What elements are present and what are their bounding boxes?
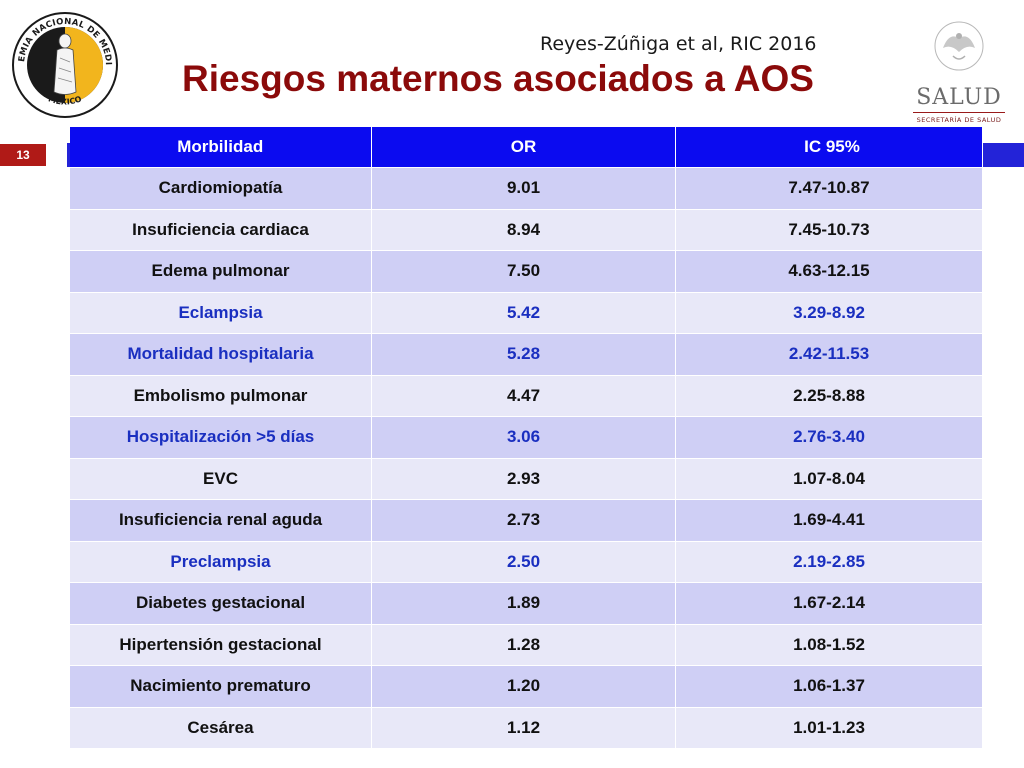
cell-or: 4.47 <box>371 374 676 417</box>
cell-ic: 1.01-1.23 <box>675 706 983 749</box>
table-row: Preclampsia 2.50 2.19-2.85 <box>69 540 983 583</box>
cell-morbilidad: Embolismo pulmonar <box>69 374 372 417</box>
cell-or: 2.50 <box>371 540 676 583</box>
salud-logo: SALUD SECRETARÍA DE SALUD <box>906 12 1012 132</box>
cell-morbilidad: Insuficiencia cardiaca <box>69 208 372 251</box>
cell-morbilidad: Nacimiento prematuro <box>69 665 372 708</box>
cell-or: 1.28 <box>371 623 676 666</box>
table-row: Diabetes gestacional 1.89 1.67-2.14 <box>69 582 983 625</box>
cell-ic: 2.25-8.88 <box>675 374 983 417</box>
cell-or: 5.28 <box>371 333 676 376</box>
academia-seal-logo: ACADEMIA NACIONAL DE MEDICINA MÉXICO <box>10 10 120 120</box>
cell-ic: 3.29-8.92 <box>675 291 983 334</box>
cell-morbilidad: Eclampsia <box>69 291 372 334</box>
cell-morbilidad: Edema pulmonar <box>69 250 372 293</box>
cell-ic: 4.63-12.15 <box>675 250 983 293</box>
cell-or: 1.20 <box>371 665 676 708</box>
cell-ic: 7.47-10.87 <box>675 167 983 210</box>
cell-ic: 2.42-11.53 <box>675 333 983 376</box>
cell-ic: 1.07-8.04 <box>675 457 983 500</box>
table-row: Insuficiencia cardiaca 8.94 7.45-10.73 <box>69 208 983 251</box>
cell-ic: 2.76-3.40 <box>675 416 983 459</box>
salud-divider <box>913 112 1005 113</box>
table-row: Mortalidad hospitalaria 5.28 2.42-11.53 <box>69 333 983 376</box>
cell-or: 3.06 <box>371 416 676 459</box>
table-row: Eclampsia 5.42 3.29-8.92 <box>69 291 983 334</box>
cell-or: 9.01 <box>371 167 676 210</box>
eagle-emblem-icon <box>934 21 984 71</box>
cell-morbilidad: Preclampsia <box>69 540 372 583</box>
column-header-or: OR <box>371 126 676 168</box>
column-header-morbilidad: Morbilidad <box>69 126 372 168</box>
cell-or: 1.89 <box>371 582 676 625</box>
table-row: Edema pulmonar 7.50 4.63-12.15 <box>69 250 983 293</box>
cell-or: 1.12 <box>371 706 676 749</box>
table-row: Embolismo pulmonar 4.47 2.25-8.88 <box>69 374 983 417</box>
table-row: Cardiomiopatía 9.01 7.47-10.87 <box>69 167 983 210</box>
cell-ic: 1.06-1.37 <box>675 665 983 708</box>
svg-text:MÉXICO: MÉXICO <box>47 94 83 106</box>
cell-or: 5.42 <box>371 291 676 334</box>
salud-subtitle: SECRETARÍA DE SALUD <box>916 116 1002 124</box>
table-row: Cesárea 1.12 1.01-1.23 <box>69 706 983 749</box>
cell-morbilidad: Cardiomiopatía <box>69 167 372 210</box>
cell-or: 2.73 <box>371 499 676 542</box>
slide-number: 13 <box>0 144 46 166</box>
cell-ic: 2.19-2.85 <box>675 540 983 583</box>
page-title: Riesgos maternos asociados a AOS <box>182 58 814 99</box>
table-row: EVC 2.93 1.07-8.04 <box>69 457 983 500</box>
cell-ic: 1.69-4.41 <box>675 499 983 542</box>
cell-morbilidad: Diabetes gestacional <box>69 582 372 625</box>
salud-name: SALUD <box>916 85 1002 110</box>
cell-morbilidad: Mortalidad hospitalaria <box>69 333 372 376</box>
cell-morbilidad: Hospitalización >5 días <box>69 416 372 459</box>
table-header-row: Morbilidad OR IC 95% <box>69 126 983 168</box>
column-header-ic: IC 95% <box>675 126 983 168</box>
table-row: Hospitalización >5 días 3.06 2.76-3.40 <box>69 416 983 459</box>
seal-text-bottom: MÉXICO <box>47 94 83 106</box>
cell-or: 8.94 <box>371 208 676 251</box>
risks-table: Morbilidad OR IC 95% Cardiomiopatía 9.01 7… <box>69 126 983 749</box>
citation: Reyes-Zúñiga et al, RIC 2016 <box>540 33 817 55</box>
cell-or: 2.93 <box>371 457 676 500</box>
table-row: Nacimiento prematuro 1.20 1.06-1.37 <box>69 665 983 708</box>
cell-morbilidad: Cesárea <box>69 706 372 749</box>
cell-ic: 1.08-1.52 <box>675 623 983 666</box>
cell-ic: 7.45-10.73 <box>675 208 983 251</box>
cell-morbilidad: Insuficiencia renal aguda <box>69 499 372 542</box>
table-row: Hipertensión gestacional 1.28 1.08-1.52 <box>69 623 983 666</box>
cell-morbilidad: EVC <box>69 457 372 500</box>
cell-morbilidad: Hipertensión gestacional <box>69 623 372 666</box>
cell-ic: 1.67-2.14 <box>675 582 983 625</box>
cell-or: 7.50 <box>371 250 676 293</box>
table-row: Insuficiencia renal aguda 2.73 1.69-4.41 <box>69 499 983 542</box>
